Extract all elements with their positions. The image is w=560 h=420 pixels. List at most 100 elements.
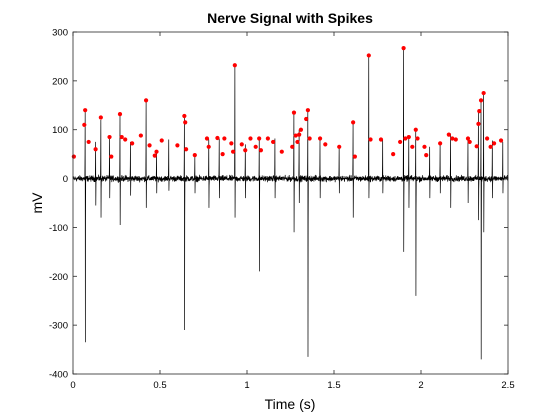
peak-marker — [257, 136, 262, 141]
axes-box — [72, 31, 509, 375]
y-tick-label: -100 — [49, 223, 68, 234]
peak-marker — [215, 135, 220, 141]
x-axis-label: Time (s) — [265, 396, 316, 412]
peak-marker — [271, 139, 276, 145]
peak-marker — [368, 137, 373, 142]
peak-marker — [366, 53, 371, 58]
plot-background — [73, 32, 508, 374]
peak-marker — [175, 143, 180, 148]
x-tick-label: 1 — [244, 380, 249, 391]
peak-marker — [143, 98, 149, 103]
peak-marker — [295, 139, 300, 145]
peak-marker — [182, 113, 187, 119]
peak-marker — [476, 121, 481, 126]
peak-marker — [498, 138, 504, 143]
peak-marker — [415, 136, 420, 141]
y-axis-label: mV — [29, 192, 45, 214]
peak-marker — [109, 154, 114, 159]
peak-marker — [474, 144, 479, 149]
x-tick-label: 2 — [418, 380, 423, 391]
peak-marker — [130, 141, 135, 146]
peak-marker — [192, 153, 197, 158]
peak-marker — [317, 136, 323, 141]
peak-marker — [391, 152, 396, 157]
peak-marker — [290, 144, 295, 149]
peak-marker — [71, 154, 76, 159]
y-tick-label: -400 — [49, 370, 68, 381]
peak-marker — [422, 144, 427, 149]
peak-marker — [147, 143, 152, 148]
signal-trace-group — [72, 48, 509, 360]
peak-marker — [406, 134, 411, 140]
peak-marker — [450, 136, 455, 141]
y-tick-label: 200 — [52, 76, 68, 87]
peak-marker — [305, 108, 310, 113]
peak-marker — [183, 120, 188, 125]
peak-marker — [239, 142, 244, 147]
peak-marker — [93, 147, 98, 152]
peak-marker — [485, 136, 490, 141]
x-tick-label: 2.5 — [501, 380, 514, 391]
peak-marker — [453, 137, 458, 142]
peak-marker — [323, 142, 328, 147]
signal-line — [72, 48, 509, 360]
peak-marker — [491, 141, 497, 146]
peak-marker — [351, 120, 356, 125]
y-tick-label: -300 — [49, 321, 68, 332]
peak-marker — [304, 116, 309, 122]
peak-marker — [138, 133, 143, 138]
peak-marker — [265, 136, 270, 141]
peak-marker — [248, 136, 253, 141]
peak-marker — [253, 144, 258, 149]
plot-area: 0 0.5 1 1.5 2 2.5 300 200 100 0 -100 -200 -300 -400 — [49, 28, 515, 392]
x-tick-label: 0.5 — [153, 380, 166, 391]
peak-marker — [291, 110, 297, 115]
peak-marker — [222, 136, 227, 141]
x-tick-label: 1.5 — [327, 380, 340, 391]
peak-marker — [307, 136, 312, 141]
peak-marker — [82, 122, 87, 127]
peak-marker — [488, 144, 493, 149]
peak-marker — [243, 148, 248, 153]
peak-marker — [410, 144, 415, 149]
peak-marker — [229, 141, 234, 146]
x-tick-label: 0 — [70, 380, 75, 391]
peak-marker — [123, 137, 128, 142]
peak-marker — [152, 153, 157, 158]
y-tick-label: 300 — [52, 28, 68, 39]
peak-marker — [159, 138, 164, 143]
peak-marker — [403, 136, 408, 141]
peak-marker — [337, 144, 342, 149]
peak-marker — [184, 147, 189, 152]
peak-marker — [378, 137, 384, 142]
peak-marker — [279, 149, 284, 154]
peak-marker — [119, 134, 124, 140]
peak-markers-group — [71, 46, 504, 159]
peak-marker — [293, 133, 298, 138]
peak-marker — [230, 149, 236, 154]
peak-marker — [220, 152, 225, 157]
peak-marker — [206, 144, 211, 149]
y-tick-label: -200 — [49, 272, 68, 283]
peak-marker — [298, 127, 304, 132]
peak-marker — [83, 108, 88, 113]
peak-marker — [438, 141, 443, 146]
peak-marker — [481, 90, 486, 96]
y-tick-label: 0 — [63, 174, 68, 185]
peak-marker — [478, 98, 484, 103]
peak-marker — [204, 136, 210, 141]
peak-marker — [352, 154, 357, 159]
peak-marker — [232, 63, 237, 68]
y-tick-label: 100 — [52, 125, 68, 136]
peak-marker — [424, 153, 429, 158]
peak-marker — [154, 149, 159, 154]
peak-marker — [107, 134, 112, 140]
peak-marker — [446, 132, 451, 137]
peak-marker — [86, 139, 91, 145]
ticks-group: 0 0.5 1 1.5 2 2.5 300 200 100 0 -100 -200 -300 -400 — [49, 28, 515, 392]
peak-marker — [467, 139, 472, 145]
peak-marker — [413, 127, 418, 132]
peak-marker — [477, 109, 482, 114]
peak-marker — [401, 46, 406, 51]
